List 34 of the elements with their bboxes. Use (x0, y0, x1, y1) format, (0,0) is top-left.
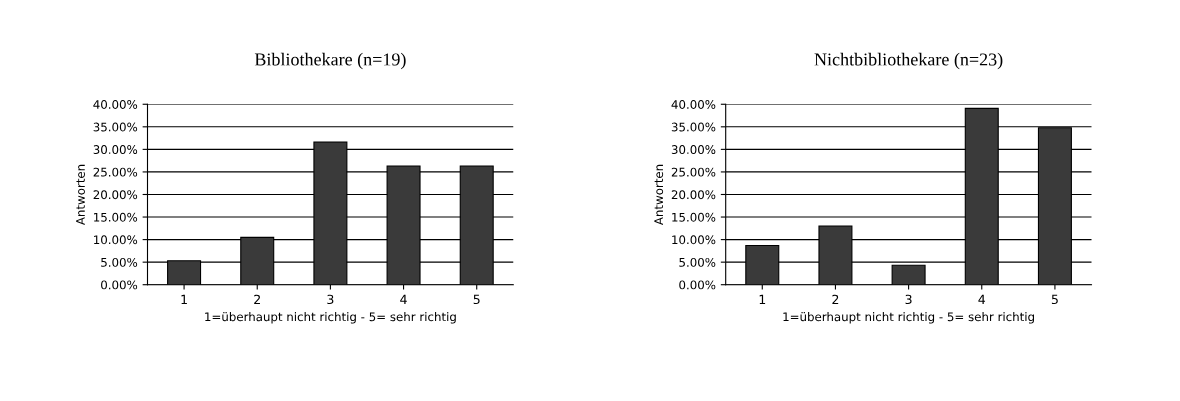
y-tick-label: 15.00% (94, 212, 138, 222)
y-tick-label: 20.00% (671, 190, 716, 200)
x-tick-label: 5 (1051, 294, 1058, 305)
x-axis-title: 1=überhaupt nicht richtig - 5= sehr richtig (205, 312, 456, 324)
chart-title: Bibliothekare (n=19) (254, 52, 406, 70)
y-tick-label: 0.00% (679, 280, 716, 290)
y-tick-label: 30.00% (93, 145, 138, 155)
chart-title: Nichtbibliothekare (n=23) (814, 52, 1003, 70)
y-tick-label: 25.00% (93, 167, 138, 177)
x-tick-label: 4 (978, 294, 986, 304)
y-tick-label: 30.00% (671, 145, 716, 155)
x-axis-title: 1=überhaupt nicht richtig - 5= sehr richtig (783, 312, 1034, 324)
x-tick-label: 1 (759, 294, 766, 304)
x-tick-label: 2 (832, 294, 839, 304)
x-tick-label: 2 (254, 294, 260, 304)
y-tick-label: 40.00% (671, 99, 716, 109)
y-tick-label: 0.00% (101, 280, 138, 290)
y-tick-label: 25.00% (671, 167, 716, 177)
x-tick-label: 1 (181, 294, 187, 304)
x-tick-label: 3 (327, 294, 334, 305)
y-tick-label: 5.00% (679, 257, 716, 267)
y-tick-label: 5.00% (101, 257, 138, 267)
x-tick-label: 3 (905, 294, 912, 305)
y-tick-label: 35.00% (671, 122, 716, 132)
y-axis-title: Antworten (76, 164, 85, 226)
y-tick-label: 35.00% (93, 122, 138, 132)
x-tick-label: 5 (473, 294, 480, 305)
y-tick-label: 40.00% (93, 99, 138, 109)
y-tick-label: 15.00% (672, 212, 716, 222)
y-axis-title: Antworten (654, 164, 664, 226)
y-tick-label: 20.00% (93, 190, 138, 200)
y-tick-label: 10.00% (672, 235, 716, 245)
x-tick-label: 4 (400, 294, 407, 304)
y-tick-label: 10.00% (94, 235, 138, 245)
